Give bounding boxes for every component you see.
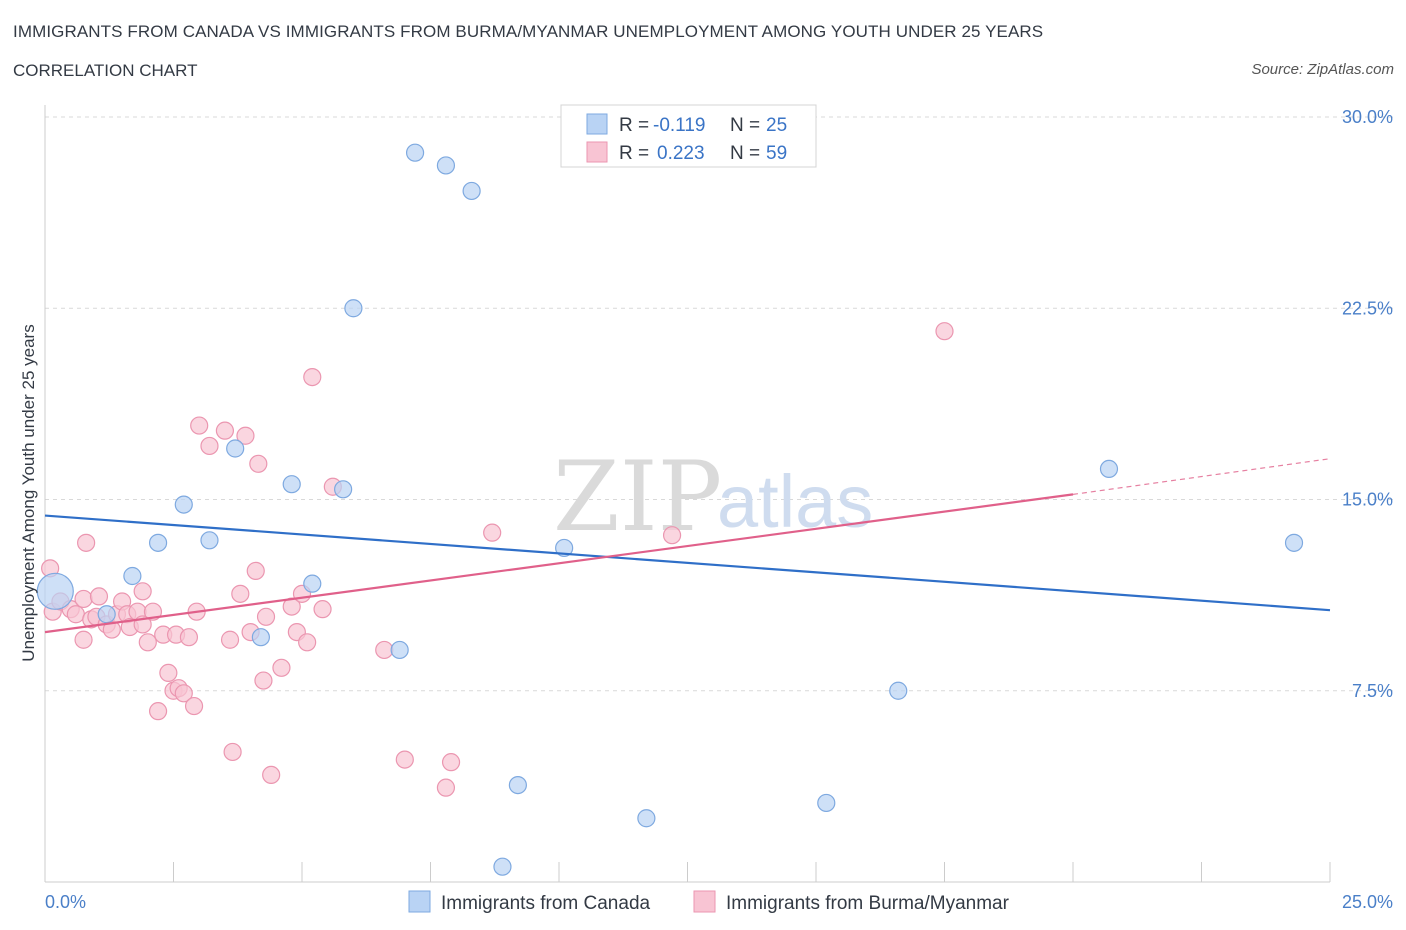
burma-point [200,436,219,456]
canada-point [226,439,245,458]
canada-point [148,533,168,552]
burma-point [441,753,461,772]
burma-point [148,702,168,721]
burma-point [77,533,96,552]
legend-n-value-canada: 25 [766,115,787,136]
trend-lines [44,458,1331,634]
canada-point [174,495,193,514]
burma-point [662,526,682,545]
canada-point [251,628,270,647]
bottom-legend-swatch-burma [693,890,716,913]
burma-point [262,765,281,785]
x-tick-label-max: 25.0% [1342,892,1393,912]
burma-point [190,416,209,435]
y-tick-label: 15.0% [1342,490,1393,510]
x-tick-marks [173,862,1331,882]
burma-point [184,696,204,716]
burma-trend-line [44,493,1074,634]
y-tick-label: 7.5% [1352,681,1393,701]
canada-point [493,857,512,876]
chart-title: IMMIGRANTS FROM CANADA VS IMMIGRANTS FRO… [13,22,1044,41]
burma-point [272,658,291,677]
burma-point [313,600,332,619]
burma-point [436,778,456,797]
burma-point [215,421,234,440]
burma-point [935,322,954,341]
canada-point [508,775,527,795]
canada-point [123,566,142,586]
burma-point [223,742,242,762]
correlation-legend: R = -0.119 N = 25 R = 0.223 N = 59 [560,104,817,168]
y-tick-label: 30.0% [1342,107,1393,127]
canada-point [405,143,425,162]
bottom-legend-swatch-canada [408,890,431,913]
canada-point [200,531,219,550]
chart-subtitle: CORRELATION CHART [13,61,198,80]
burma-point [483,523,502,542]
canada-point [1284,533,1304,552]
series-legend: Immigrants from Canada Immigrants from B… [408,890,1010,914]
y-tick-label: 22.5% [1342,298,1393,318]
burma-point [303,368,322,387]
burma-point [395,750,414,769]
canada-point [436,156,456,175]
burma-point [133,582,152,601]
watermark-zip: ZIP [553,441,722,553]
canada-point [303,574,322,593]
canada-point [97,605,116,624]
legend-r-value-canada: -0.119 [653,115,705,136]
canada-point [390,640,409,660]
burma-point [249,454,268,473]
legend-r-label-burma: R = [619,143,649,164]
burma-point [298,633,317,652]
watermark-atlas: atlas [717,460,873,543]
canada-point [555,538,574,558]
y-tick-labels: 7.5% 15.0% 22.5% 30.0% [1342,107,1393,701]
burma-point [256,607,276,626]
legend-r-label-canada: R = [619,115,649,136]
canada-point [1099,459,1119,478]
canada-point [282,475,301,494]
canada-point [889,681,908,700]
legend-n-label-canada: N = [730,115,760,136]
burma-point [138,633,157,652]
burma-point [179,628,199,647]
burma-point [74,630,93,649]
legend-swatch-burma [586,141,608,163]
canada-point [36,572,74,610]
burma-trend-line-extension [1072,458,1331,495]
bottom-legend-label-canada: Immigrants from Canada [441,893,651,914]
burma-point [74,589,93,609]
canada-point [462,181,481,201]
burma-point [246,561,265,581]
burma-point [231,584,250,603]
y-axis-label: Unemployment Among Youth under 25 years [19,324,38,661]
canada-point [334,480,353,499]
legend-swatch-canada [586,113,608,135]
burma-point [143,602,163,621]
burma-point [159,663,178,683]
canada-point [344,299,363,318]
burma-point [89,587,109,606]
burma-points [41,322,954,797]
canada-trend-line [44,514,1331,612]
burma-point [236,426,255,445]
legend-n-value-burma: 59 [766,143,787,164]
burma-point [220,630,240,649]
source-label: Source: ZipAtlas.com [1251,61,1394,78]
burma-point [174,684,193,703]
legend-r-value-burma: 0.223 [657,143,705,164]
watermark: ZIP atlas [553,441,873,553]
burma-point [66,605,85,624]
x-tick-label-min: 0.0% [45,892,86,912]
legend-n-label-burma: N = [730,143,760,164]
burma-point [254,671,273,690]
canada-point [637,809,656,828]
bottom-legend-label-burma: Immigrants from Burma/Myanmar [726,893,1010,914]
burma-point [375,640,394,660]
canada-point [817,793,836,813]
canada-points [36,143,1304,876]
